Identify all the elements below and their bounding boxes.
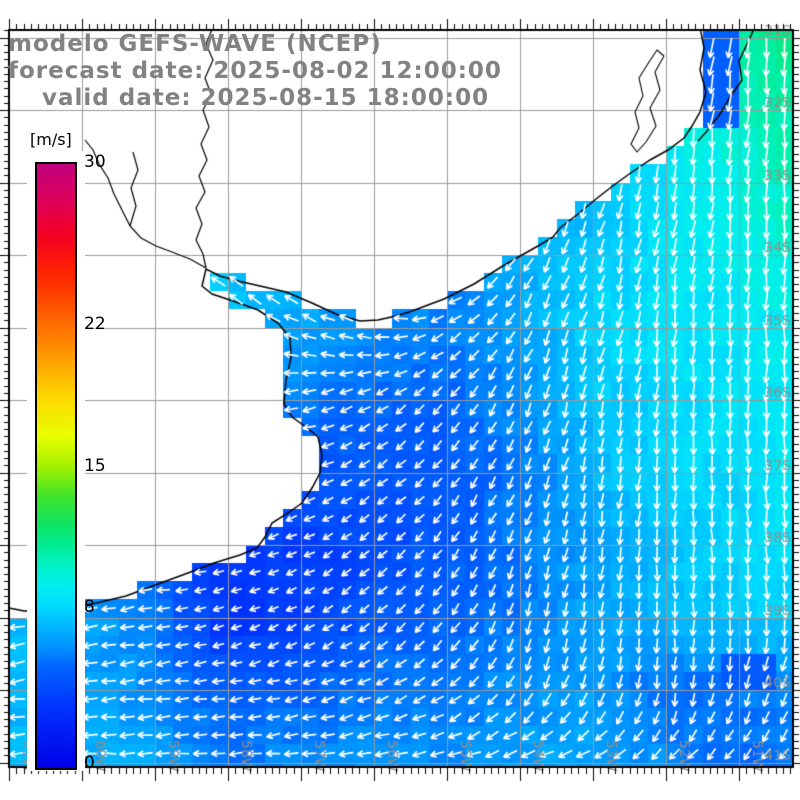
colorbar-unit-label: [m/s] [30,130,72,149]
colorbar-gradient [35,162,77,770]
colorbar-tick-8: 8 [84,597,95,617]
colorbar-tick-0: 0 [84,753,95,773]
colorbar-tick-30: 30 [84,152,106,172]
colorbar-tick-22: 22 [84,314,106,334]
colorbar-tick-15: 15 [84,456,106,476]
